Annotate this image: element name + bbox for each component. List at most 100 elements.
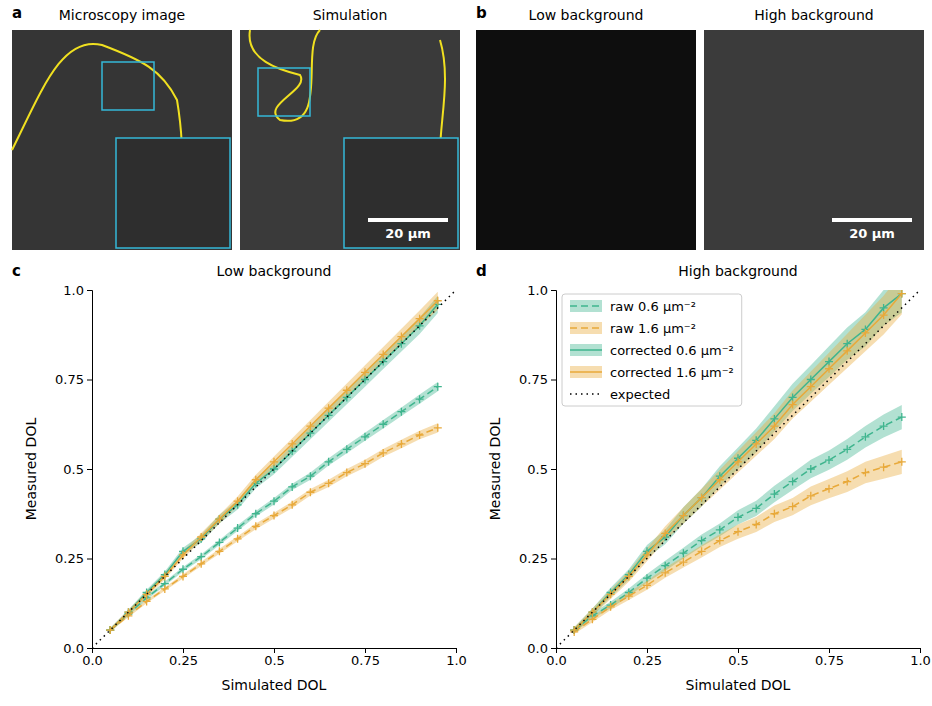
marker — [252, 510, 260, 518]
tick: 0.0 — [82, 648, 103, 668]
inset — [116, 138, 230, 248]
scale-bar — [832, 218, 912, 222]
inset-region — [102, 62, 154, 110]
tick-label: 0.5 — [264, 653, 285, 668]
marker — [306, 488, 314, 496]
marker — [898, 458, 906, 466]
tick-label: 0.25 — [169, 653, 198, 668]
marker — [807, 492, 815, 500]
marker — [843, 340, 851, 348]
tick-mark — [551, 380, 556, 381]
marker — [716, 537, 724, 545]
marker — [434, 383, 442, 391]
legend: raw 0.6 µm⁻²raw 1.6 µm⁻²corrected 0.6 µm… — [562, 294, 742, 406]
marker — [361, 376, 369, 384]
marker — [288, 483, 296, 491]
image-title: High background — [754, 7, 873, 23]
marker — [179, 572, 187, 580]
marker — [215, 538, 223, 546]
marker — [898, 413, 906, 421]
marker — [397, 333, 405, 341]
tick-mark — [87, 469, 92, 470]
marker — [698, 494, 706, 502]
tick-label: 0.0 — [546, 653, 567, 668]
tick: 1.0 — [527, 283, 556, 298]
marker — [843, 478, 851, 486]
tick-label: 1.0 — [910, 653, 931, 668]
marker — [270, 497, 278, 505]
marker — [789, 503, 797, 511]
marker — [679, 558, 687, 566]
tick-label: 1.0 — [446, 653, 467, 668]
marker — [807, 465, 815, 473]
marker — [734, 528, 742, 536]
series-line — [110, 387, 438, 630]
tick-label: 1.0 — [527, 283, 548, 298]
tick-label: 1.0 — [63, 283, 84, 298]
x-axis-title: Simulated DOL — [222, 677, 327, 693]
tick: 0.75 — [55, 372, 92, 387]
legend-label: expected — [610, 387, 670, 402]
marker — [270, 512, 278, 520]
marker — [588, 615, 596, 623]
tick-mark — [87, 290, 92, 291]
marker — [679, 512, 687, 520]
axis-line — [87, 291, 93, 649]
chart-title: Low background — [217, 263, 332, 279]
error-band — [110, 382, 438, 632]
legend-label: corrected 1.6 µm⁻² — [610, 365, 734, 380]
marker — [825, 365, 833, 373]
panel-letter: d — [476, 262, 487, 280]
y-axis-title: Measured DOL — [487, 418, 503, 521]
marker — [325, 404, 333, 412]
tick-label: 0.75 — [351, 653, 380, 668]
tick: 0.0 — [546, 648, 567, 668]
marker — [789, 393, 797, 401]
x-axis: 0.0 0.25 0.5 0.75 1.0 — [82, 648, 467, 668]
image — [476, 30, 696, 250]
tick: 0.5 — [728, 648, 749, 668]
marker — [734, 513, 742, 521]
marker — [752, 504, 760, 512]
marker — [234, 524, 242, 532]
marker — [789, 401, 797, 409]
marker — [625, 592, 633, 600]
figure: aMicroscopy imageSimulation20 µmbLow bac… — [0, 0, 932, 706]
marker — [361, 460, 369, 468]
tick-label: 0.25 — [55, 551, 84, 566]
marker — [197, 560, 205, 568]
marker — [288, 501, 296, 509]
marker — [825, 485, 833, 493]
image — [240, 30, 460, 250]
marker — [306, 422, 314, 430]
marker — [288, 440, 296, 448]
tick-mark — [551, 648, 556, 649]
marker — [716, 526, 724, 534]
image-title: Microscopy image — [59, 7, 185, 23]
marker — [306, 472, 314, 480]
marker — [343, 445, 351, 453]
marker — [825, 358, 833, 366]
tick: 0.0 — [527, 641, 556, 656]
marker — [898, 290, 906, 298]
marker — [325, 458, 333, 466]
marker — [397, 440, 405, 448]
marker — [416, 395, 424, 403]
series-line — [574, 462, 902, 632]
series-line — [556, 290, 920, 648]
marker — [306, 429, 314, 437]
tick: 1.0 — [63, 283, 92, 298]
marker — [752, 520, 760, 528]
image-title: Simulation — [313, 7, 388, 23]
marker — [361, 368, 369, 376]
tick: 0.25 — [519, 551, 556, 566]
tick: 1.0 — [446, 648, 467, 668]
marker — [679, 549, 687, 557]
tick-label: 0.5 — [63, 462, 84, 477]
marker — [861, 433, 869, 441]
plot-area — [92, 290, 456, 648]
tick: 0.75 — [519, 372, 556, 387]
marker — [661, 569, 669, 577]
tick-mark — [551, 469, 556, 470]
marker — [197, 553, 205, 561]
